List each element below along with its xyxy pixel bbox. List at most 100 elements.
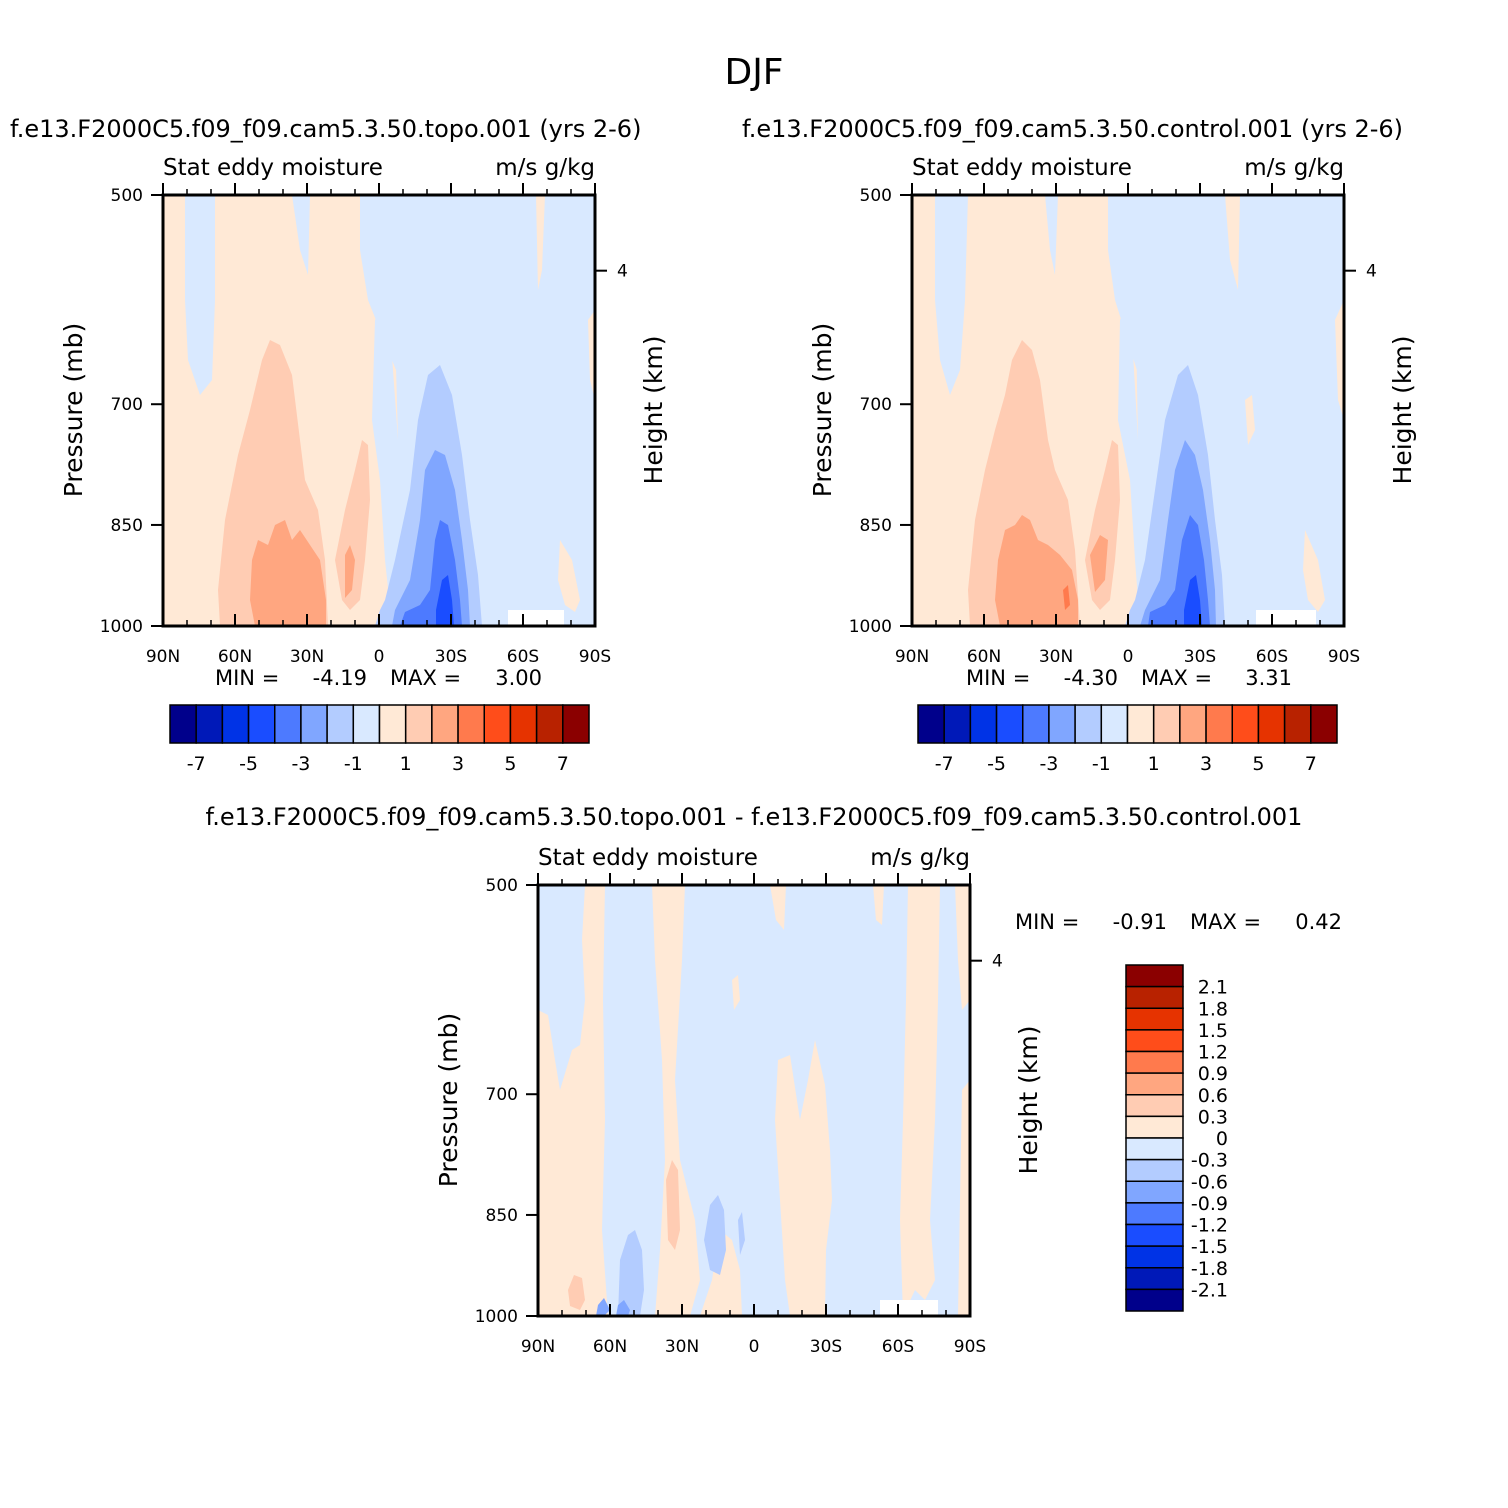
colorbar-swatch [1126,704,1155,744]
colorbar-label: -7 [935,753,954,775]
y-tick-label: 700 [486,1085,518,1105]
contour-positive-band [558,540,580,612]
colorbar-swatch [1125,985,1184,1009]
colorbar-label: -0.9 [1191,1193,1228,1215]
panel-subtitle-left: Stat eddy moisture [912,155,1132,181]
colorbar-label: -1.5 [1191,1236,1228,1258]
y-tick-label: 1000 [849,617,892,637]
min-label: MIN = [1015,910,1079,934]
y-tick-label: 1000 [100,617,143,637]
min-label: MIN = [966,666,1030,690]
min-label: MIN = [215,666,279,690]
colorbar-swatch [457,704,485,744]
panel-title: f.e13.F2000C5.f09_f09.cam5.3.50.topo.001… [10,115,641,143]
x-tick-label: 0 [749,1337,760,1357]
colorbar-label: -5 [987,753,1006,775]
contour-negative-band [935,195,968,395]
panel-subtitle-right: m/s g/kg [1244,155,1344,181]
right-axis-label: Height (km) [1388,336,1417,485]
contour-positive-band [995,515,1078,626]
panel-topo: f.e13.F2000C5.f09_f09.cam5.3.50.topo.001… [10,115,668,775]
colorbar-label: -3 [1039,753,1058,775]
contour-negative-band [292,195,310,275]
colorbar-label: 5 [1252,753,1264,775]
colorbar-swatch [1074,704,1103,744]
y-tick-label: 700 [860,395,892,415]
x-tick-label: 30S [810,1337,842,1357]
min-value: -4.30 [1064,666,1118,690]
colorbar-swatch [1310,704,1338,744]
x-tick-label: 90S [579,647,611,667]
colorbar-swatch [1283,704,1312,744]
colorbar-swatch [404,704,433,744]
colorbar-swatch [1205,704,1233,744]
contour-negative-band [738,1212,745,1255]
contour-positive-band [666,1160,680,1250]
colorbar-swatch [1125,964,1184,988]
colorbar-label: -7 [187,753,206,775]
right-axis: 4 [970,952,1003,972]
contour-positive-band [568,1275,585,1310]
y-axis-label: Pressure (mb) [59,323,88,497]
colorbar-swatch [917,704,945,744]
missing-data-region [1256,610,1316,626]
panel-subtitle-right: m/s g/kg [495,155,595,181]
colorbar-swatch [247,704,276,744]
x-tick-label: 90S [954,1337,986,1357]
colorbar-label: 0.3 [1198,1106,1228,1128]
min-value: -4.19 [313,666,367,690]
colorbar-label: 0 [1216,1128,1228,1150]
x-tick-label: 60S [507,647,539,667]
colorbar-swatch [1125,1202,1184,1226]
colorbar: -7 -5 -3 -1 1 3 5 7 [169,704,590,775]
x-axis: 90N 60N 30N 0 30S 60S 90S [146,183,611,667]
colorbar-swatch [995,704,1024,744]
contour-positive-band [588,310,595,400]
colorbar-label: -1.8 [1191,1258,1228,1280]
colorbar-label: 0.6 [1198,1085,1228,1107]
contour-positive-band [335,440,370,610]
colorbar-swatch [1125,1288,1184,1312]
missing-data-region [880,1300,938,1316]
colorbar-swatch [1125,1158,1184,1182]
x-axis: 90N 60N 30N 0 30S 60S 90S [521,873,986,1357]
colorbar-swatch [1152,704,1181,744]
x-tick-label: 60N [593,1337,627,1357]
colorbar-swatch [509,704,538,744]
contour-field [163,195,595,626]
contour-positive-band [770,885,786,930]
right-tick-label: 4 [992,952,1003,972]
contour-positive-band [900,885,940,1316]
contour-positive-band [1245,395,1255,445]
colorbar: -7 -5 -3 -1 1 3 5 7 [917,704,1338,775]
colorbar-swatch [1125,1029,1184,1053]
colorbar-swatch [1125,1245,1184,1269]
colorbar-label: -1 [344,753,363,775]
panel-title: f.e13.F2000C5.f09_f09.cam5.3.50.control.… [742,115,1403,143]
y-tick-label: 500 [111,186,143,206]
panel-title: f.e13.F2000C5.f09_f09.cam5.3.50.topo.001… [206,803,1303,831]
colorbar-label: 1 [400,753,412,775]
colorbar-swatch [221,704,250,744]
page-title: DJF [724,52,783,93]
panel-subtitle-right: m/s g/kg [870,845,970,871]
colorbar-swatch [1125,1180,1184,1204]
colorbar-label: 2.1 [1198,977,1228,999]
x-tick-label: 60N [967,647,1001,667]
panel-subtitle-left: Stat eddy moisture [538,845,758,871]
colorbar-label: -5 [239,753,258,775]
x-tick-label: 0 [1123,647,1134,667]
colorbar-label: -3 [291,753,310,775]
right-tick-label: 4 [617,262,628,282]
colorbar-label: -0.3 [1191,1150,1228,1172]
colorbar-swatch [1022,704,1050,744]
max-value: 0.42 [1295,910,1342,934]
max-label: MAX = [1141,666,1212,690]
y-tick-label: 500 [860,186,892,206]
colorbar-swatch [300,704,328,744]
colorbar-swatch [1048,704,1076,744]
contour-positive-band [958,1080,970,1316]
max-label: MAX = [1190,910,1261,934]
panel-subtitle-left: Stat eddy moisture [163,155,383,181]
colorbar-label: 1.2 [1198,1042,1228,1064]
